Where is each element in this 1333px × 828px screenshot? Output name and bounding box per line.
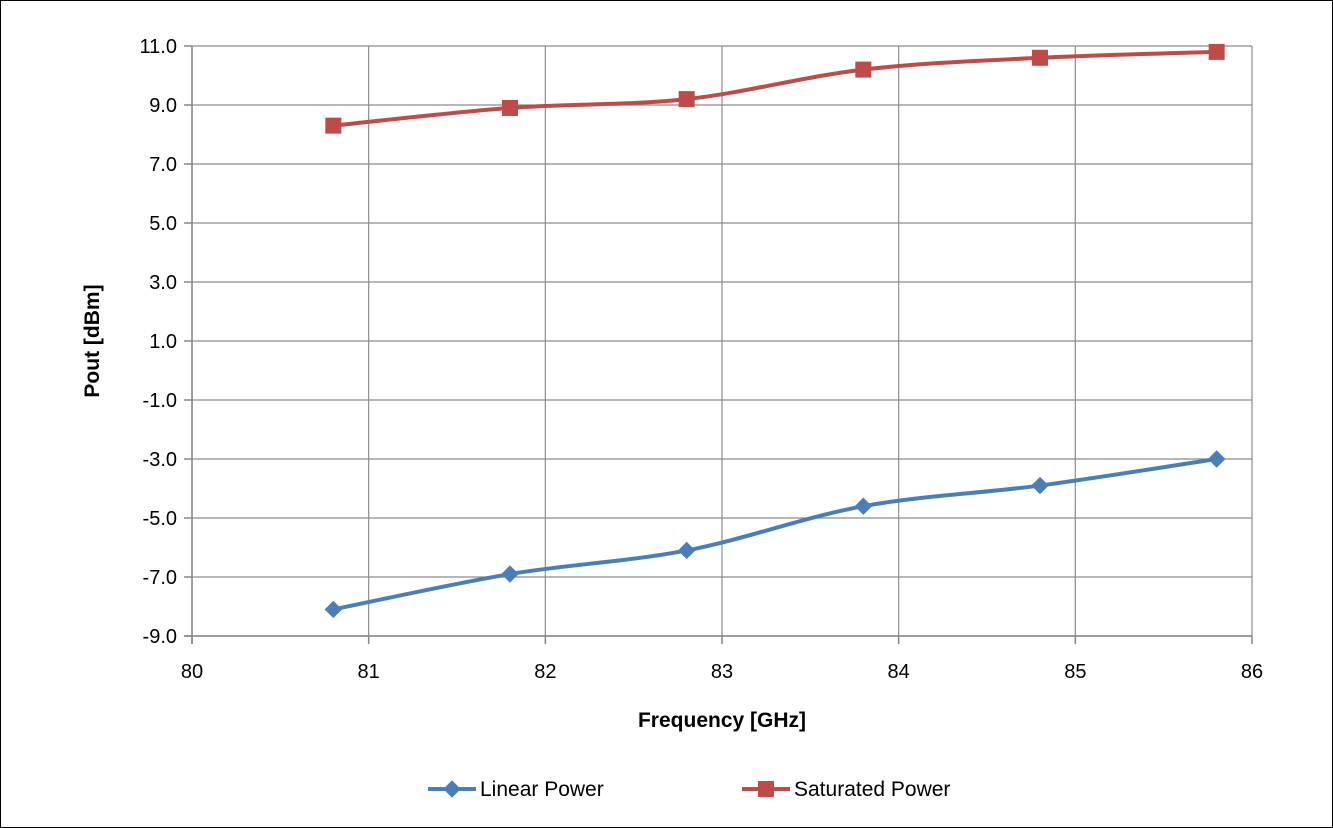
y-tick-label: 9.0 — [149, 95, 177, 117]
y-tick-label: 11.0 — [140, 36, 177, 58]
x-tick-label: 83 — [711, 661, 733, 683]
x-axis-title: Frequency [GHz] — [638, 709, 806, 732]
x-tick-label: 85 — [1064, 661, 1086, 683]
data-point — [501, 565, 519, 583]
gridlines — [191, 45, 1253, 637]
y-tick-label: -7.0 — [143, 567, 177, 589]
y-tick-label: -5.0 — [143, 508, 177, 530]
legend-label: Saturated Power — [794, 778, 950, 801]
series-line — [331, 457, 1219, 612]
y-tick-label: -9.0 — [143, 626, 177, 648]
data-point — [325, 117, 342, 134]
data-point — [1031, 476, 1049, 495]
legend: Linear Power Saturated Power — [428, 778, 950, 801]
x-tick-label: 86 — [1241, 661, 1263, 683]
legend-item: Saturated Power — [742, 778, 950, 801]
y-axis-title: Pout [dBm] — [81, 284, 104, 397]
data-point — [855, 61, 872, 78]
data-point — [324, 600, 343, 619]
y-tick-label: -3.0 — [143, 449, 177, 471]
data-point — [1208, 43, 1225, 60]
data-point — [678, 91, 695, 108]
y-tick-label: 7.0 — [149, 154, 177, 176]
data-point — [677, 541, 696, 560]
data-point — [1207, 450, 1226, 468]
data-point — [1032, 49, 1048, 66]
y-tick-label: 5.0 — [149, 213, 177, 235]
legend-label: Linear Power — [480, 778, 604, 801]
data-point — [854, 497, 873, 515]
x-tick-label: 81 — [358, 661, 380, 683]
y-tick-label: -1.0 — [143, 390, 177, 412]
data-point — [502, 99, 518, 116]
legend-swatch-marker — [443, 780, 461, 798]
axes — [184, 45, 1253, 644]
legend-swatch-marker — [758, 781, 774, 797]
series-line — [331, 49, 1219, 128]
x-tick-label: 84 — [888, 661, 910, 683]
series-saturated-power — [325, 43, 1225, 134]
series-linear-power — [324, 450, 1226, 619]
y-tick-labels: -9.0 -7.0 -5.0 -3.0 -1.0 1.0 3.0 5.0 7.0 9.0 11.0 — [140, 36, 177, 648]
x-tick-label: 82 — [534, 661, 556, 683]
series-layer — [324, 43, 1226, 619]
x-tick-labels: 80 81 82 83 84 85 86 — [181, 661, 1263, 683]
legend-item: Linear Power — [428, 778, 604, 801]
y-tick-label: 3.0 — [149, 272, 177, 294]
y-tick-label: 1.0 — [149, 331, 177, 353]
x-tick-label: 80 — [181, 661, 203, 683]
